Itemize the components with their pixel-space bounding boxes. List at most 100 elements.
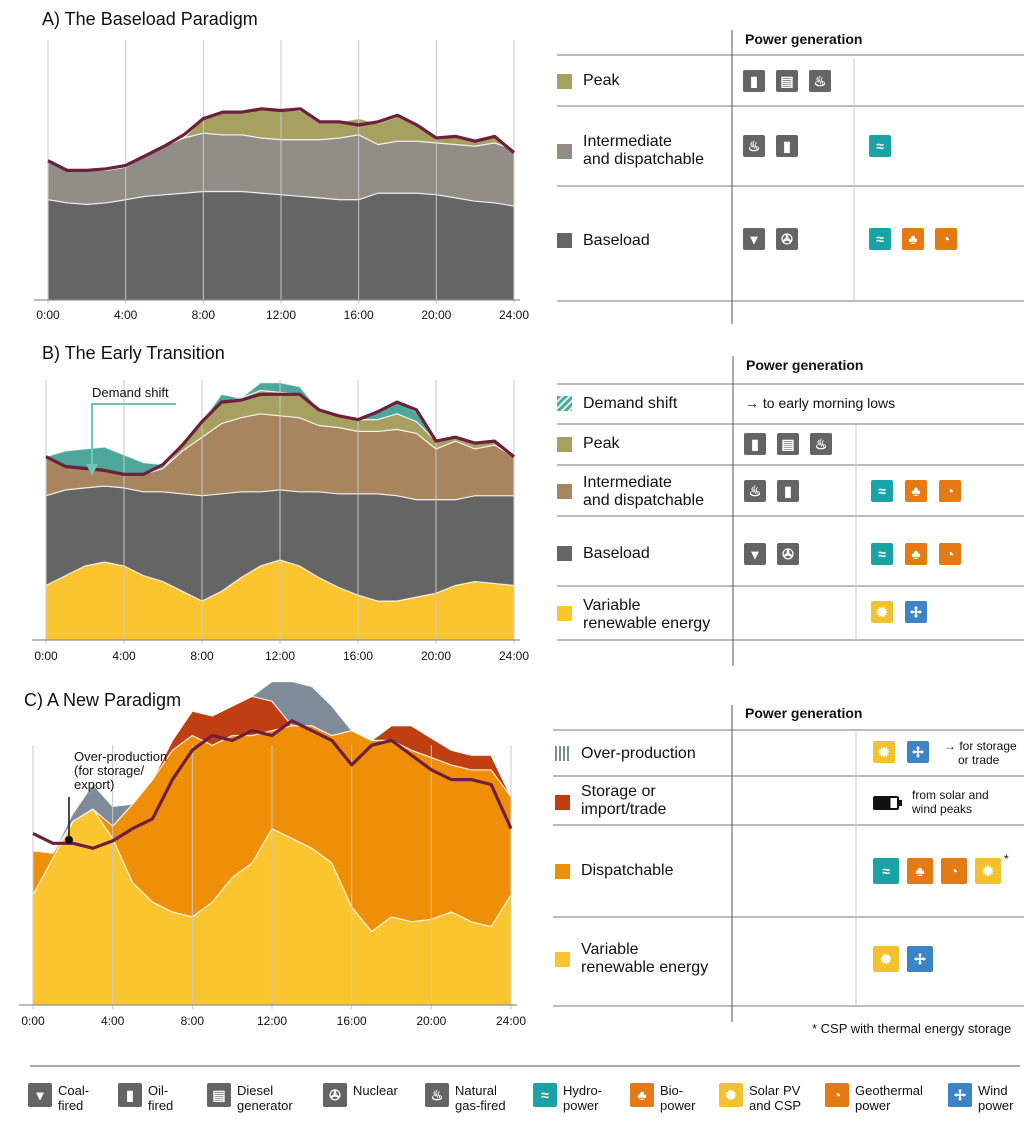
legend-diesel: ▤ Diesel generator	[207, 1083, 293, 1113]
hydropower-icon: ≈	[533, 1083, 557, 1107]
natural-gas-fired-icon: ♨	[744, 480, 766, 502]
over-production-annotation: Over-production (for storage/ export)	[74, 750, 167, 792]
x-tick-label: 12:00	[257, 1014, 287, 1028]
panel-a-title: A) The Baseload Paradigm	[42, 9, 258, 29]
oil-fired-icon: ▮	[744, 433, 766, 455]
x-tick-label: 12:00	[266, 308, 296, 322]
x-tick-label: 4:00	[101, 1014, 125, 1028]
table-c-row-over-production: Over-production	[581, 745, 696, 762]
demand-shift-arrow-head	[86, 464, 98, 476]
x-tick-label: 12:00	[265, 649, 295, 663]
baseload-swatch-a	[557, 233, 572, 248]
demand-shift-note: → to early morning lows	[745, 395, 896, 411]
demand-line	[47, 107, 516, 172]
wind-icon: ✢	[948, 1083, 972, 1107]
over-production-swatch	[555, 746, 570, 761]
geothermal-icon: ◔	[939, 480, 961, 502]
x-tick-label: 4:00	[112, 649, 136, 663]
table-c-row-storage: Storage or import/trade	[581, 783, 667, 818]
solar-icon: ✹	[873, 946, 899, 972]
hydropower-icon: ≈	[871, 543, 893, 565]
x-tick-label: 8:00	[190, 649, 214, 663]
legend-coal: ▾ Coal-fired	[28, 1083, 89, 1113]
table-a-header: Power generation	[745, 31, 863, 47]
legend-diesel-label: Diesel generator	[237, 1083, 293, 1113]
table-b-row-intermediate: Intermediate and dispatchable	[583, 474, 704, 509]
diesel-generator-icon: ▤	[207, 1083, 231, 1107]
variable-swatch-c	[555, 952, 570, 967]
table-b-header: Power generation	[746, 357, 864, 373]
wind-icon: ✢	[907, 741, 929, 763]
peak-swatch-b	[557, 437, 572, 452]
demand-line	[32, 719, 513, 850]
baseload-swatch-b	[557, 546, 572, 561]
geothermal-icon: ◔	[941, 858, 967, 884]
biopower-icon: ♣	[630, 1083, 654, 1107]
table-b-row-variable: Variable renewable energy	[583, 597, 711, 632]
biopower-icon: ♣	[905, 543, 927, 565]
table-c-row-dispatchable: Dispatchable	[581, 862, 674, 879]
natural-gas-fired-icon: ♨	[810, 433, 832, 455]
storage-note: from solar and wind peaks	[912, 788, 989, 816]
oil-fired-icon: ▮	[777, 480, 799, 502]
biopower-icon: ♣	[905, 480, 927, 502]
demand-shift-arrow-line	[91, 403, 176, 470]
solar-icon: ✹	[871, 601, 893, 623]
table-b-row-baseload: Baseload	[583, 545, 650, 562]
solar-icon: ✹	[719, 1083, 743, 1107]
natural-gas-fired-icon: ♨	[743, 135, 765, 157]
biopower-icon: ♣	[907, 858, 933, 884]
legend-geothermal-label: Geothermal power	[855, 1083, 923, 1113]
nuclear-icon: ✇	[776, 228, 798, 250]
oil-fired-icon: ▮	[118, 1083, 142, 1107]
x-tick-label: 0:00	[36, 308, 60, 322]
hydropower-icon: ≈	[871, 480, 893, 502]
diesel-generator-icon: ▤	[776, 70, 798, 92]
csp-footnote: * CSP with thermal energy storage	[812, 1021, 1012, 1036]
over-production-line-2: (for storage/	[74, 763, 145, 778]
legend-nuclear-label: Nuclear	[353, 1083, 398, 1098]
hydropower-icon: ≈	[873, 858, 899, 884]
demand-shift-swatch	[557, 396, 572, 411]
wind-icon: ✢	[907, 946, 933, 972]
over-production-pointer-dot	[65, 836, 73, 844]
legend-oil-label: Oil-fired	[148, 1083, 174, 1113]
storage-swatch	[555, 795, 570, 810]
battery-tip	[899, 800, 902, 806]
table-c-row-variable: Variable renewable energy	[581, 941, 709, 976]
storage-note-line-1: from solar and	[912, 788, 989, 802]
legend-geothermal: ◔ Geothermal power	[825, 1083, 923, 1113]
table-a-row-intermediate: Intermediate and dispatchable	[583, 133, 704, 168]
nuclear-icon: ✇	[323, 1083, 347, 1107]
legend-wind-label: Wind power	[978, 1083, 1014, 1113]
diesel-generator-icon: ▤	[777, 433, 799, 455]
legend-bio: ♣ Bio-power	[630, 1083, 695, 1113]
biopower-icon: ♣	[902, 228, 924, 250]
wind-icon: ✢	[905, 601, 927, 623]
table-a-row-baseload: Baseload	[583, 232, 650, 249]
coal-fired-icon: ▾	[744, 543, 766, 565]
legend-solar-label: Solar PV and CSP	[749, 1083, 802, 1113]
demand-shift-annotation: Demand shift	[92, 385, 169, 400]
x-tick-label: 24:00	[499, 649, 529, 663]
over-production-note-line-1: → for storage	[944, 739, 1017, 753]
legend-hydro-label: Hydro-power	[563, 1083, 603, 1113]
csp-asterisk: *	[1004, 852, 1009, 866]
variable-swatch-b	[557, 606, 572, 621]
legend-solar: ✹ Solar PV and CSP	[719, 1083, 801, 1113]
geothermal-icon: ◔	[825, 1083, 849, 1107]
legend-nuclear: ✇ Nuclear	[323, 1083, 398, 1107]
geothermal-icon: ◔	[939, 543, 961, 565]
x-tick-label: 20:00	[421, 308, 451, 322]
hydropower-icon: ≈	[869, 228, 891, 250]
panel-c-title: C) A New Paradigm	[24, 690, 182, 710]
over-production-note-line-2: or trade	[958, 753, 1000, 767]
x-tick-label: 8:00	[192, 308, 216, 322]
table-b-row-demand-shift: Demand shift	[583, 395, 678, 412]
table-c-header: Power generation	[745, 705, 863, 721]
x-tick-label: 16:00	[343, 649, 373, 663]
peak-swatch-a	[557, 74, 572, 89]
x-tick-label: 4:00	[114, 308, 138, 322]
battery-icon	[873, 796, 899, 810]
